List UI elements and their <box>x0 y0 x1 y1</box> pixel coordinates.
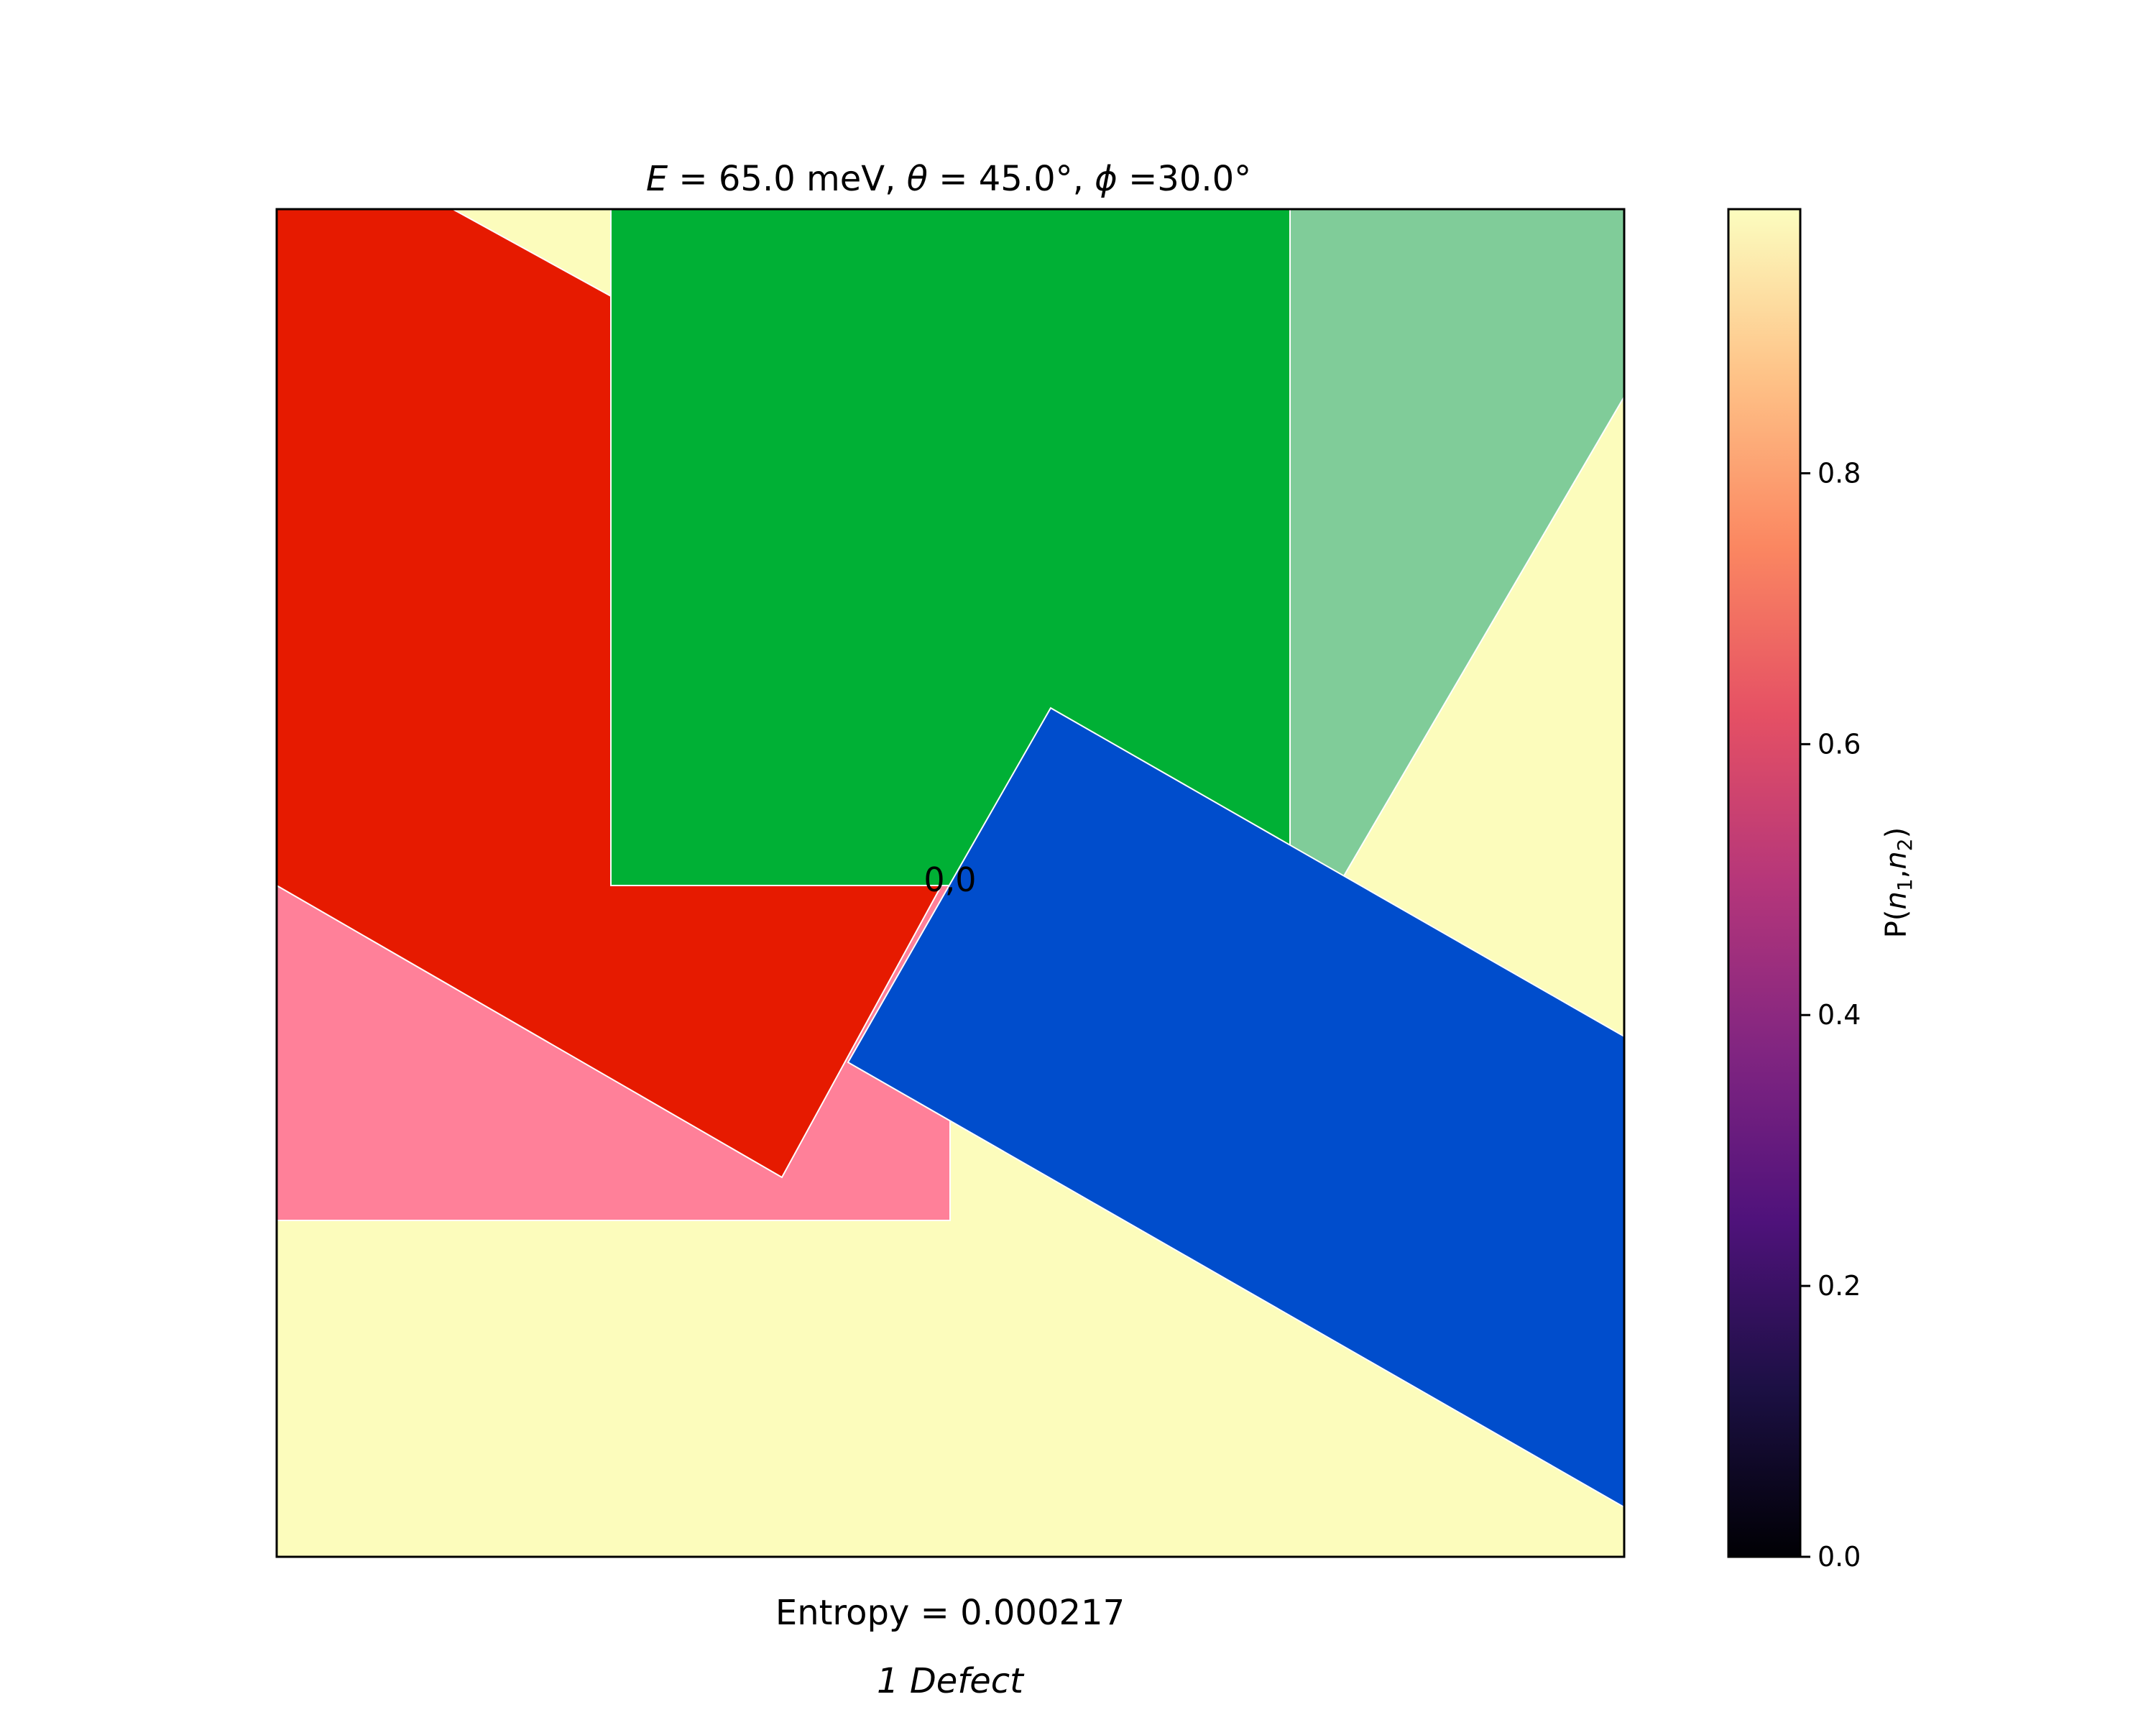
cb-label-sub2: 2 <box>1893 838 1917 851</box>
cb-label-p: P( <box>1880 909 1913 938</box>
cb-label-n2: n <box>1880 851 1913 869</box>
colorbar-tick-label: 0.4 <box>1818 999 1861 1031</box>
cb-label-close: ) <box>1880 827 1913 839</box>
colorbar: 0.00.20.40.60.8 P(n1,n2) <box>1727 208 1917 1573</box>
title-theta: = 45.0°, <box>928 159 1095 199</box>
origin-label: 0,0 <box>923 860 976 899</box>
title-phi-symbol: ϕ <box>1095 159 1118 199</box>
colorbar-tick-label: 0.2 <box>1818 1270 1861 1302</box>
colorbar-gradient <box>1727 208 1802 1558</box>
plot-area: 0,0 <box>275 208 1626 1558</box>
title-phi: =30.0° <box>1118 159 1251 199</box>
footer-label: 1 Defect <box>877 1661 1025 1701</box>
x-axis-label: Entropy = 0.000217 <box>775 1593 1125 1633</box>
regions-layer <box>276 208 1625 1509</box>
red-region <box>276 208 943 1179</box>
title-energy-symbol: E <box>646 159 668 199</box>
plot-frame <box>275 208 1626 1558</box>
title-theta-symbol: θ <box>907 159 928 199</box>
cb-label-comma: , <box>1880 870 1913 879</box>
chart-title: E = 65.0 meV, θ = 45.0°, ϕ =30.0° <box>646 159 1251 199</box>
green-region <box>610 208 1291 886</box>
colorbar-ticks: 0.0 0.2 0.4 0.6 0.8 <box>1800 457 1861 1573</box>
cb-label-sub1: 1 <box>1893 878 1917 891</box>
cb-label-n1: n <box>1880 891 1913 909</box>
colorbar-tick-label: 0.8 <box>1818 457 1861 489</box>
title-energy: = 65.0 meV, <box>668 159 907 199</box>
colorbar-tick-label: 0.0 <box>1818 1541 1861 1573</box>
colorbar-tick-label: 0.6 <box>1818 728 1861 760</box>
colorbar-label: P(n1,n2) <box>1880 827 1917 938</box>
